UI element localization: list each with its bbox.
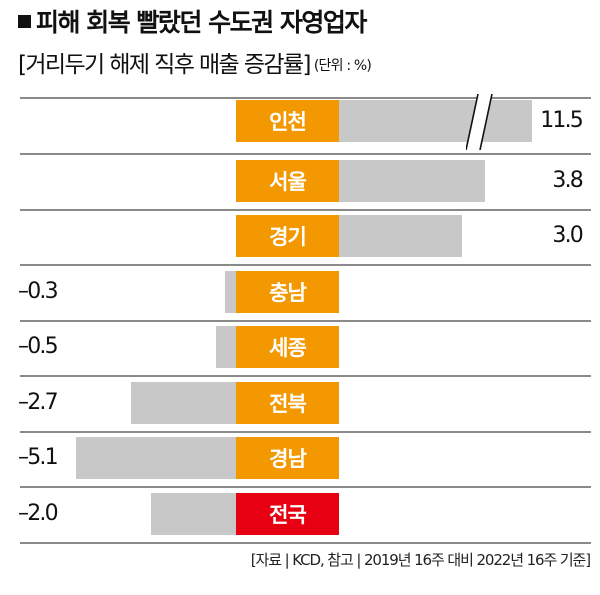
- row-separator: [20, 542, 591, 544]
- axis-break-icon: [466, 94, 493, 150]
- value-label: 3.8: [552, 168, 583, 193]
- region-label: 세종: [236, 326, 339, 368]
- bar-row: 경남 –5.1: [0, 437, 600, 479]
- value-label: 3.0: [552, 223, 583, 248]
- value-bar: [216, 326, 236, 368]
- row-separator: [20, 431, 591, 433]
- region-label: 경기: [236, 215, 339, 257]
- value-label: –0.3: [18, 279, 59, 304]
- value-label: –2.7: [18, 390, 59, 415]
- chart-title: 피해 회복 빨랐던 수도권 자영업자: [18, 6, 367, 40]
- row-separator: [20, 209, 591, 211]
- value-label: 11.5: [540, 108, 584, 133]
- bar-row: 충남 –0.3: [0, 271, 600, 313]
- chart-title-text: 피해 회복 빨랐던 수도권 자영업자: [36, 8, 367, 37]
- unit-label: (단위 : %): [313, 58, 372, 74]
- value-bar: [131, 382, 236, 424]
- row-separator: [20, 97, 591, 99]
- row-separator: [20, 486, 591, 488]
- row-separator: [20, 375, 591, 377]
- bar-row: 인천 11.5: [0, 94, 600, 150]
- bar-row: 전국 –2.0: [0, 493, 600, 535]
- bar-row: 경기 3.0: [0, 215, 600, 257]
- value-bar: [225, 271, 236, 313]
- row-separator: [20, 153, 591, 155]
- chart-subtitle-text: [거리두기 해제 직후 매출 증감률]: [18, 52, 311, 78]
- value-bar: [151, 493, 236, 535]
- value-bar: [339, 160, 485, 202]
- value-label: –0.5: [18, 334, 59, 359]
- value-label: –5.1: [18, 445, 59, 470]
- row-separator: [20, 264, 591, 266]
- value-bar: [339, 215, 462, 257]
- region-label: 인천: [236, 100, 339, 142]
- value-label: –2.0: [18, 501, 59, 526]
- row-separator: [20, 320, 591, 322]
- region-label: 경남: [236, 437, 339, 479]
- value-bar: [76, 437, 236, 479]
- region-label: 서울: [236, 160, 339, 202]
- bar-row: 서울 3.8: [0, 160, 600, 202]
- source-note: [자료 | KCD, 참고 | 2019년 16주 대비 2022년 16주 기…: [250, 551, 591, 569]
- bar-row: 세종 –0.5: [0, 326, 600, 368]
- value-bar: [339, 100, 532, 142]
- chart-subtitle: [거리두기 해제 직후 매출 증감률] (단위 : %): [18, 48, 372, 83]
- region-label: 전국: [236, 493, 339, 535]
- region-label: 충남: [236, 271, 339, 313]
- bar-row: 전북 –2.7: [0, 382, 600, 424]
- square-bullet-icon: [18, 15, 31, 28]
- region-label: 전북: [236, 382, 339, 424]
